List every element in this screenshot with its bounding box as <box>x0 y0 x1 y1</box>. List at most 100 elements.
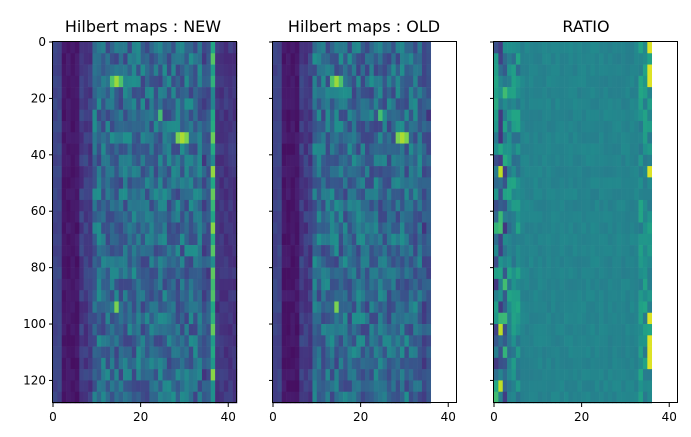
heatmap-cell <box>290 245 296 257</box>
heatmap-cell <box>369 53 375 65</box>
heatmap-cell <box>66 109 71 122</box>
heatmap-cell <box>325 233 331 246</box>
heatmap-cell <box>586 380 591 393</box>
x-tick-label: 40 <box>221 410 236 424</box>
heatmap-cell <box>408 312 414 325</box>
heatmap-cell <box>286 233 291 246</box>
heatmap-cell <box>378 324 383 336</box>
heatmap-cell <box>277 109 283 122</box>
heatmap-cell <box>123 245 128 257</box>
heatmap-cell <box>542 391 547 404</box>
heatmap-cell <box>550 312 556 325</box>
heatmap-cell <box>391 267 396 280</box>
heatmap-cell <box>273 346 278 359</box>
heatmap-cell <box>581 42 587 54</box>
heatmap-cell <box>53 301 58 314</box>
heatmap-cell <box>329 380 335 393</box>
heatmap-cell <box>555 222 561 235</box>
heatmap-cell <box>391 278 396 291</box>
heatmap-cell <box>329 290 335 302</box>
heatmap-cell <box>351 222 357 235</box>
heatmap-cell <box>391 312 396 325</box>
heatmap-cell <box>184 64 190 77</box>
heatmap-cell <box>219 188 225 201</box>
heatmap-cell <box>286 64 291 77</box>
heatmap-cell <box>325 188 331 201</box>
heatmap-cell <box>193 154 198 167</box>
heatmap-cell <box>550 64 556 77</box>
heatmap-cell <box>417 222 423 235</box>
heatmap-cell <box>599 87 604 99</box>
heatmap-cell <box>417 132 423 144</box>
heatmap-cell <box>299 369 304 381</box>
heatmap-cell <box>219 267 225 280</box>
heatmap-cell <box>343 120 348 133</box>
y-tick-label: 100 <box>23 317 46 331</box>
heatmap-cell <box>577 267 582 280</box>
heatmap-cell <box>188 312 194 325</box>
heatmap-cell <box>391 188 396 201</box>
heatmap-cell <box>555 301 561 314</box>
heatmap-cell <box>533 166 539 178</box>
heatmap-cell <box>175 211 181 223</box>
heatmap-cell <box>373 98 379 110</box>
heatmap-cell <box>520 42 525 54</box>
heatmap-cell <box>114 166 120 178</box>
heatmap-cell <box>188 177 194 189</box>
heatmap-cell <box>616 357 622 370</box>
heatmap-cell <box>511 132 517 144</box>
heatmap-cell <box>369 324 375 336</box>
heatmap-cell <box>369 380 375 393</box>
heatmap-cell <box>572 166 578 178</box>
heatmap-cell <box>395 143 401 156</box>
heatmap-cell <box>321 301 326 314</box>
heatmap-cell <box>524 109 530 122</box>
heatmap-cell <box>290 98 296 110</box>
heatmap-cell <box>153 301 159 314</box>
heatmap-cell <box>228 143 233 156</box>
heatmap-cell <box>417 335 423 347</box>
heatmap-cell <box>145 120 150 133</box>
heatmap-cell <box>136 64 141 77</box>
heatmap-cell <box>498 154 504 167</box>
heatmap-cell <box>498 98 504 110</box>
heatmap-cell <box>391 369 396 381</box>
heatmap-cell <box>550 188 556 201</box>
heatmap-cell <box>647 267 653 280</box>
heatmap-cell <box>61 199 67 212</box>
heatmap-cell <box>603 301 609 314</box>
heatmap-cell <box>158 53 163 65</box>
heatmap-cell <box>175 98 181 110</box>
heatmap-cell <box>417 166 423 178</box>
heatmap-cell <box>180 335 185 347</box>
heatmap-cell <box>109 64 115 77</box>
heatmap-cell <box>629 369 635 381</box>
heatmap-cell <box>378 357 383 370</box>
heatmap-cell <box>53 199 58 212</box>
heatmap-cell <box>599 188 604 201</box>
heatmap-cell <box>647 256 653 268</box>
heatmap-cell <box>343 357 348 370</box>
heatmap-cell <box>347 391 353 404</box>
heatmap-cell <box>369 42 375 54</box>
heatmap-cell <box>590 75 596 88</box>
heatmap-cell <box>369 132 375 144</box>
heatmap-cell <box>166 324 172 336</box>
heatmap-cell <box>188 132 194 144</box>
heatmap-cell <box>206 154 212 167</box>
heatmap-cell <box>153 154 159 167</box>
heatmap-cell <box>421 369 427 381</box>
heatmap-cell <box>57 53 63 65</box>
heatmap-cell <box>533 312 539 325</box>
heatmap-cell <box>281 233 287 246</box>
heatmap-cell <box>564 335 569 347</box>
heatmap-cell <box>555 87 561 99</box>
heatmap-cell <box>559 199 565 212</box>
heatmap-cell <box>223 346 229 359</box>
heatmap-cell <box>550 346 556 359</box>
heatmap-cell <box>290 42 296 54</box>
heatmap-cell <box>568 87 574 99</box>
heatmap-cell <box>140 380 146 393</box>
heatmap-cell <box>57 324 63 336</box>
heatmap-cell <box>228 233 233 246</box>
